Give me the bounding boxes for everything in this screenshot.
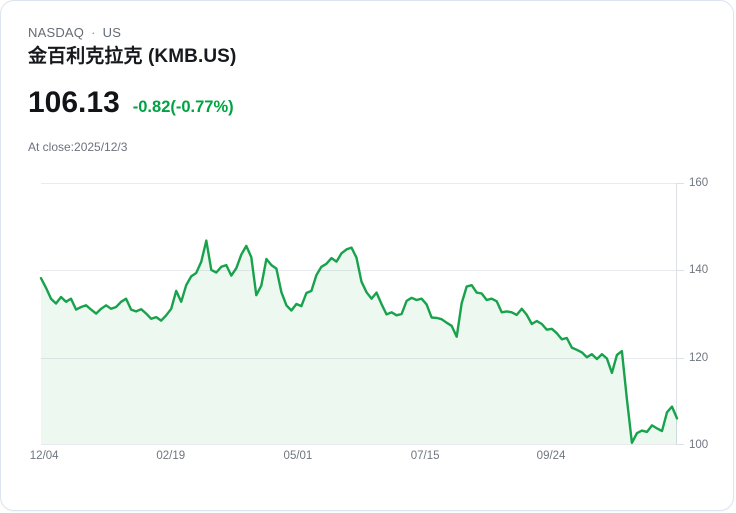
price-change: -0.82(-0.77%)	[132, 98, 234, 116]
price-area-fill	[41, 240, 677, 444]
y-axis-label: 120	[689, 351, 709, 364]
y-axis-label: 160	[689, 177, 709, 189]
price-row: 106.13 -0.82(-0.77%)	[28, 87, 713, 119]
y-axis-label: 140	[689, 264, 709, 277]
x-axis-label: 05/01	[283, 450, 313, 462]
x-axis-label: 07/15	[410, 450, 440, 462]
exchange-row: NASDAQ · US	[28, 25, 713, 41]
last-price: 106.13	[28, 86, 120, 119]
chart-plot-svg	[39, 183, 684, 445]
separator-dot: ·	[91, 25, 96, 40]
region-label: US	[102, 25, 122, 40]
price-chart[interactable]: 160 140 120 100 12/04 02/19 05/01 07/15 09/24	[30, 177, 731, 483]
x-axis-label: 02/19	[156, 450, 186, 462]
exchange-label: NASDAQ	[28, 25, 85, 40]
x-axis-label: 12/04	[29, 450, 59, 462]
x-axis-label: 09/24	[536, 450, 566, 462]
price-line	[39, 239, 679, 444]
stock-title: 金百利克拉克 (KMB.US)	[28, 46, 237, 67]
quote-header: NASDAQ · US 金百利克拉克 (KMB.US) 106.13 -0.82…	[28, 25, 713, 154]
y-axis-label: 100	[689, 439, 709, 451]
as-of-date: At close:2025/12/3	[28, 140, 128, 154]
